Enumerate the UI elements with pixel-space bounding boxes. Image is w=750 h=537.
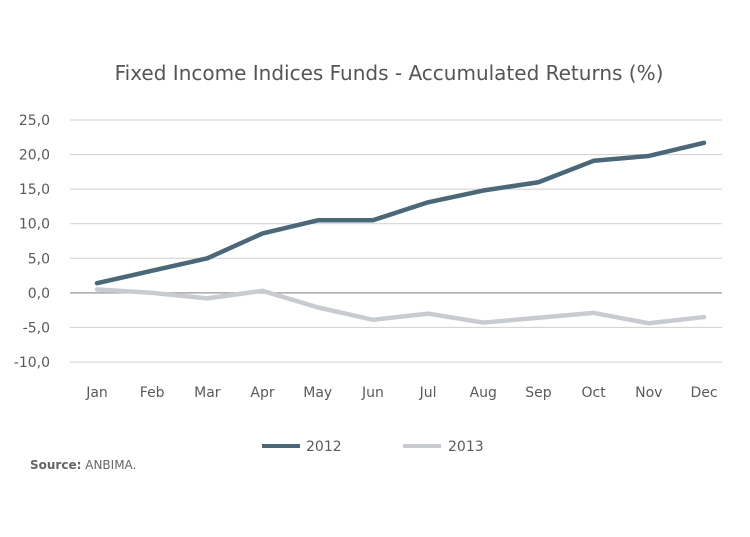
y-tick-label: 20,0 bbox=[19, 148, 50, 164]
x-tick-label: Apr bbox=[250, 385, 274, 401]
x-axis-ticks: Jan Feb Mar Apr May Jun Jul Aug Sep Oct Nov Dec bbox=[85, 385, 717, 401]
y-tick-label: 15,0 bbox=[19, 182, 50, 198]
legend: 2012 2013 bbox=[262, 439, 484, 455]
y-tick-label: -10,0 bbox=[14, 355, 50, 371]
y-tick-label: 10,0 bbox=[19, 217, 50, 233]
x-tick-label: Jul bbox=[419, 385, 437, 401]
x-tick-label: Feb bbox=[140, 385, 165, 401]
source-text: ANBIMA. bbox=[85, 458, 137, 472]
y-tick-label: 0,0 bbox=[28, 286, 50, 302]
x-tick-label: May bbox=[303, 385, 332, 401]
y-tick-label: 5,0 bbox=[28, 251, 50, 267]
y-tick-label: 25,0 bbox=[19, 113, 50, 129]
x-tick-label: Oct bbox=[582, 385, 607, 401]
y-axis-ticks: 25,0 20,0 15,0 10,0 5,0 0,0 -5,0 -10,0 bbox=[14, 113, 50, 371]
legend-label-2012: 2012 bbox=[306, 439, 342, 455]
x-tick-label: Nov bbox=[635, 385, 662, 401]
x-tick-label: Dec bbox=[690, 385, 717, 401]
series-line-2012 bbox=[94, 140, 707, 286]
y-tick-label: -5,0 bbox=[23, 320, 50, 336]
x-tick-label: Sep bbox=[525, 385, 552, 401]
grid-lines bbox=[70, 119, 722, 363]
source-note: Source: ANBIMA. bbox=[30, 458, 136, 472]
x-tick-label: Aug bbox=[470, 385, 497, 401]
x-tick-label: Jun bbox=[361, 385, 384, 401]
x-tick-label: Mar bbox=[194, 385, 221, 401]
series-lines bbox=[94, 140, 707, 326]
x-tick-label: Jan bbox=[85, 385, 108, 401]
source-label: Source: bbox=[30, 458, 82, 472]
series-line-2013 bbox=[94, 287, 707, 326]
chart-title: Fixed Income Indices Funds - Accumulated… bbox=[115, 61, 664, 85]
legend-label-2013: 2013 bbox=[448, 439, 484, 455]
